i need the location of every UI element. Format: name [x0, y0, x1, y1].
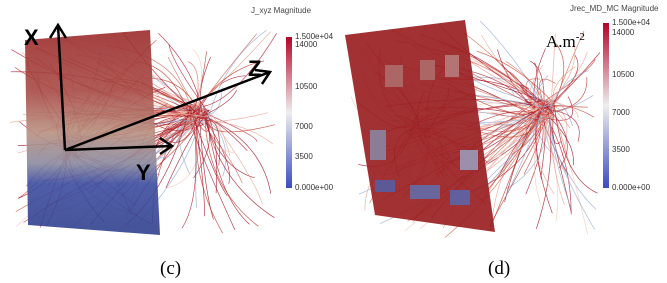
colorbar-tick-label: 7000	[612, 108, 630, 117]
colorbar-tick-label: 0.000e+00	[612, 183, 651, 192]
axis-label: X	[24, 25, 39, 50]
colorbar-tick-label: 3500	[295, 152, 313, 161]
colorbar-tick-label: 14000	[612, 28, 635, 37]
streamline	[552, 109, 588, 234]
streamline	[542, 59, 596, 103]
streamline	[549, 111, 594, 230]
axis-label: Z	[248, 56, 261, 81]
figure: X Y Z J_xyz Magnitude Jrec_MD_MC Magnitu…	[0, 0, 667, 283]
colorbar-tick-label: 3500	[612, 145, 630, 154]
colorbar-title: J_xyz Magnitude	[251, 6, 312, 15]
colorbar-tick-label: 10500	[295, 82, 318, 91]
plate-c	[25, 30, 160, 235]
axis-label: Y	[136, 160, 151, 185]
colorbar-tick-label: 10500	[612, 70, 635, 79]
unit-label: A.m-2	[546, 31, 585, 51]
streamline	[182, 120, 196, 228]
streamline	[206, 113, 249, 224]
colorbar-tick-label: 1.500e+04	[612, 18, 651, 27]
caption: (c)	[160, 258, 181, 279]
colorbar	[603, 23, 609, 188]
streamline	[205, 110, 262, 205]
colorbar	[286, 37, 292, 188]
caption: (d)	[488, 258, 510, 279]
colorbar-tick-label: 7000	[295, 122, 313, 131]
plate-d	[345, 20, 495, 232]
colorbar-tick-label: 14000	[295, 40, 318, 49]
colorbar-tick-label: 0.000e+00	[295, 183, 334, 192]
colorbar-title: Jrec_MD_MC Magnitude	[570, 4, 659, 13]
